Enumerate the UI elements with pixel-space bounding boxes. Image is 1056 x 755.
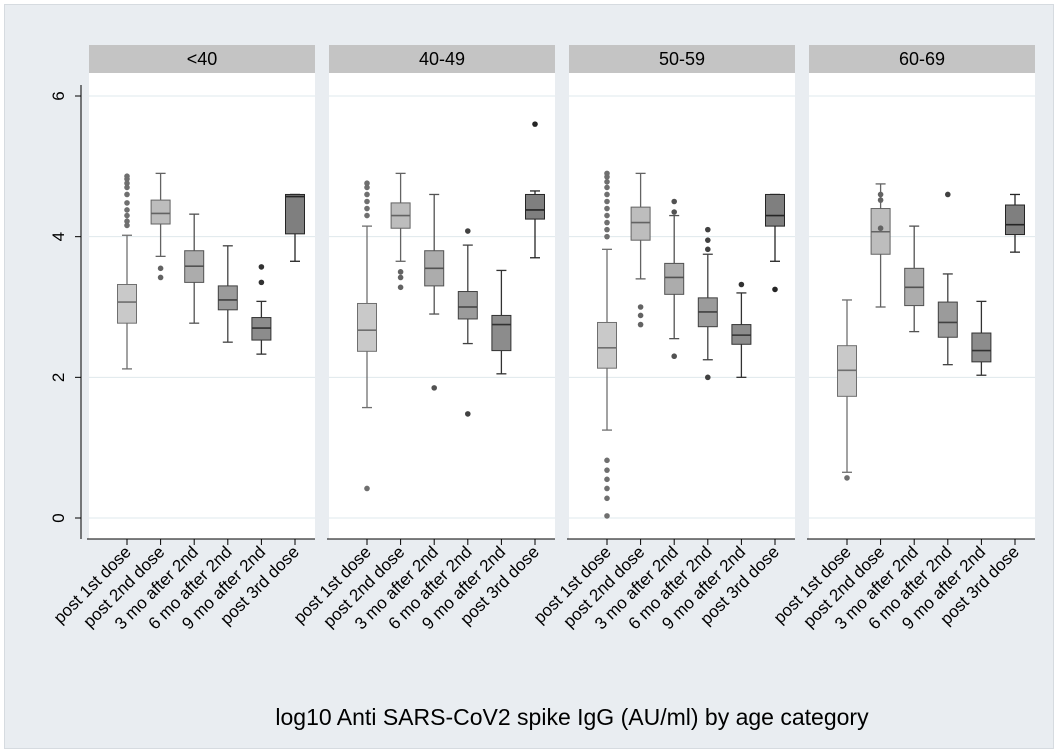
outlier-point-3-1-0 bbox=[877, 225, 884, 232]
outlier-point-2-1-0 bbox=[637, 321, 644, 328]
outlier-point-0-0-1 bbox=[124, 218, 130, 224]
outlier-point-2-0-11 bbox=[604, 198, 610, 205]
panel-header-0 bbox=[89, 45, 315, 73]
y-tick-label-0: 0 bbox=[49, 513, 68, 522]
y-tick-label-1: 2 bbox=[49, 373, 68, 382]
y-tick-label-2: 4 bbox=[49, 232, 68, 241]
box-3-5 bbox=[1005, 204, 1025, 236]
outlier-point-2-4-0 bbox=[738, 281, 745, 288]
box-0-0 bbox=[117, 283, 137, 324]
panel-header-label-0: <40 bbox=[187, 49, 218, 69]
outlier-point-2-2-0 bbox=[671, 353, 677, 360]
panel-header-label-2: 50-59 bbox=[659, 49, 705, 69]
box-1-3 bbox=[457, 291, 478, 320]
outlier-point-2-3-2 bbox=[705, 237, 711, 243]
outlier-point-1-1-0 bbox=[397, 284, 404, 291]
outlier-point-1-0-2 bbox=[364, 205, 370, 212]
outlier-point-3-1-1 bbox=[877, 197, 884, 203]
outlier-point-1-0-1 bbox=[364, 212, 370, 219]
outlier-point-3-1-2 bbox=[877, 191, 884, 198]
outlier-point-0-0-7 bbox=[124, 180, 130, 187]
outlier-point-2-0-10 bbox=[604, 205, 610, 212]
outlier-point-1-3-1 bbox=[465, 228, 471, 234]
outlier-point-1-1-2 bbox=[397, 269, 404, 275]
outlier-point-2-0-16 bbox=[604, 170, 610, 177]
outlier-point-2-5-0 bbox=[772, 286, 778, 293]
outlier-point-2-0-6 bbox=[604, 233, 610, 240]
outlier-point-0-1-0 bbox=[157, 274, 164, 281]
panel-header-3 bbox=[809, 45, 1035, 73]
outlier-point-2-0-4 bbox=[604, 467, 610, 473]
outlier-point-2-1-1 bbox=[637, 312, 644, 319]
outlier-point-3-0-0 bbox=[844, 475, 850, 481]
outlier-point-1-3-0 bbox=[465, 411, 471, 417]
outlier-point-2-0-14 bbox=[604, 179, 610, 185]
chart-title: log10 Anti SARS-CoV2 spike IgG (AU/ml) b… bbox=[275, 704, 869, 730]
box-0-5 bbox=[285, 193, 305, 235]
panel-header-2 bbox=[569, 45, 795, 73]
outlier-point-3-3-0 bbox=[945, 191, 951, 198]
outlier-point-0-0-6 bbox=[124, 184, 130, 191]
outlier-point-0-0-4 bbox=[124, 200, 130, 206]
panel-header-1 bbox=[329, 45, 555, 73]
outlier-point-2-0-5 bbox=[604, 457, 610, 464]
outlier-point-2-0-7 bbox=[604, 226, 610, 233]
outlier-point-0-0-2 bbox=[124, 212, 130, 219]
outlier-point-0-0-9 bbox=[124, 173, 130, 179]
outlier-point-2-2-2 bbox=[671, 198, 677, 205]
outlier-point-2-0-0 bbox=[604, 513, 610, 519]
box-0-1 bbox=[150, 199, 171, 225]
outlier-point-1-1-1 bbox=[397, 274, 404, 281]
outlier-point-2-3-0 bbox=[705, 374, 711, 381]
box-0-3 bbox=[217, 285, 238, 311]
figure-background: 0 2 4 6 <40 post 1st dose post 2nd dose 3 mo af… bbox=[4, 4, 1054, 749]
panel-plot-area-2 bbox=[569, 73, 795, 539]
outlier-point-0-1-1 bbox=[157, 265, 164, 272]
outlier-point-2-0-13 bbox=[604, 184, 610, 191]
box-2-0 bbox=[597, 321, 617, 369]
outlier-point-1-0-0 bbox=[364, 485, 370, 492]
box-1-5 bbox=[525, 193, 545, 220]
outlier-point-0-0-3 bbox=[124, 207, 130, 213]
box-1-0 bbox=[357, 302, 377, 352]
outlier-point-0-0-5 bbox=[124, 191, 130, 198]
outlier-point-2-0-1 bbox=[604, 495, 610, 502]
outlier-point-1-0-4 bbox=[364, 191, 370, 198]
box-3-3 bbox=[937, 301, 958, 338]
outlier-point-0-4-1 bbox=[258, 264, 265, 270]
outlier-point-2-2-1 bbox=[671, 209, 677, 215]
outlier-point-2-0-12 bbox=[604, 191, 610, 198]
outlier-point-1-2-0 bbox=[431, 385, 438, 391]
outlier-point-0-0-0 bbox=[124, 222, 130, 229]
outlier-point-1-0-5 bbox=[364, 184, 370, 191]
panel-header-label-1: 40-49 bbox=[419, 49, 465, 69]
outlier-point-2-3-1 bbox=[705, 246, 711, 253]
outlier-point-1-0-3 bbox=[364, 198, 370, 205]
box-3-4 bbox=[971, 332, 992, 363]
box-2-1 bbox=[630, 206, 651, 241]
panel-header-label-3: 60-69 bbox=[899, 49, 945, 69]
outlier-point-2-0-3 bbox=[604, 476, 610, 483]
box-1-4 bbox=[491, 314, 512, 352]
box-2-2 bbox=[664, 262, 685, 295]
y-tick-label-3: 6 bbox=[49, 91, 68, 100]
outlier-point-2-0-8 bbox=[604, 219, 610, 226]
outlier-point-2-3-3 bbox=[705, 226, 711, 233]
box-2-5 bbox=[765, 193, 785, 227]
outlier-point-2-1-2 bbox=[637, 304, 644, 310]
outlier-point-2-0-9 bbox=[604, 212, 610, 219]
outlier-point-1-0-6 bbox=[364, 180, 370, 187]
outlier-point-1-5-0 bbox=[532, 121, 538, 127]
outlier-point-2-0-2 bbox=[604, 485, 610, 492]
outlier-point-0-4-0 bbox=[258, 279, 265, 286]
